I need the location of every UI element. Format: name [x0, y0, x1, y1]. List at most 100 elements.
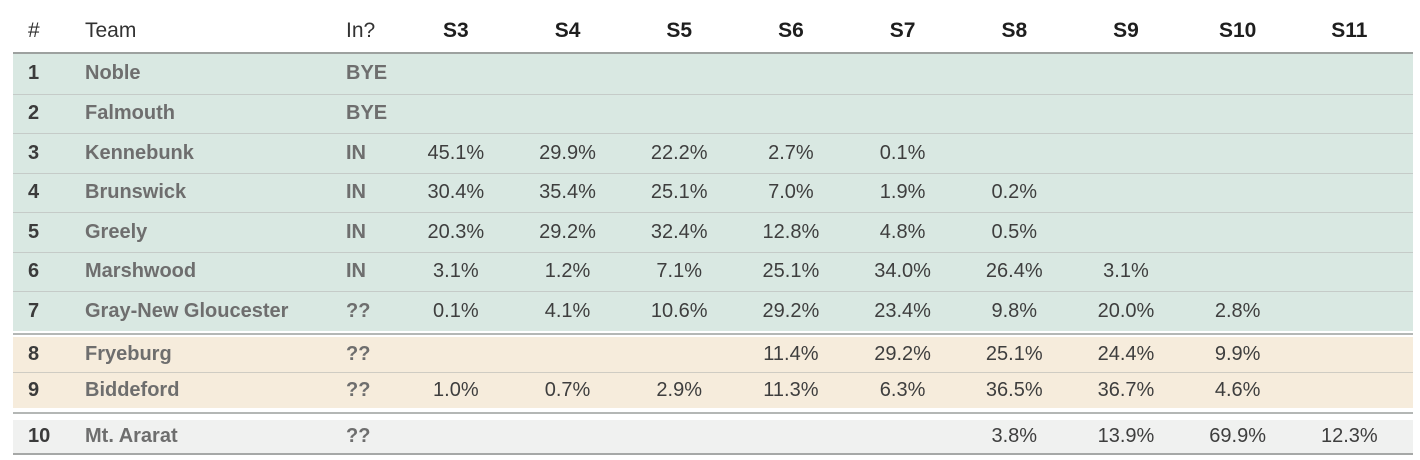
rank-cell: 8 [28, 342, 40, 365]
rank-cell: 2 [28, 102, 40, 125]
team-row-fryeburg[interactable]: 8 Fryeburg?? 11.4% 29.2% 25.1% 24.4% 9.9% [13, 336, 1413, 372]
column-header-s5: S5 [666, 19, 693, 42]
seed-pct-cell-s7: 23.4% [874, 299, 931, 322]
column-header-s8: S8 [1001, 19, 1028, 42]
column-header-: # [28, 19, 40, 42]
rank-cell: 4 [28, 181, 40, 204]
team-name-cell: Greely [85, 220, 148, 243]
column-header-in: In? [346, 19, 376, 42]
seed-pct-cell-s5: 25.1% [650, 181, 708, 204]
status-cell: ?? [346, 378, 371, 401]
seed-pct-cell-s10: 69.9% [1209, 424, 1267, 447]
team-row-marshwood[interactable]: 6 Marshwood IN 3.1% 1.2% 7.1% 25.1% 34.0% 26.4% 3… [13, 251, 1413, 291]
seed-pct-cell-s6: 11.3% [763, 378, 819, 401]
status-cell: IN [346, 220, 366, 243]
team-name-cell: Mt. Ararat [85, 424, 178, 447]
rank-cell: 3 [28, 141, 40, 164]
seed-pct-cell-s10: 9.9% [1214, 342, 1261, 365]
seed-pct-cell-s6: 2.7% [768, 141, 814, 164]
seed-pct-cell-s9: 13.9% [1097, 424, 1155, 447]
table-body: 1 Noble BYE 2 Falmouth BYE 3 Kennebunk IN 45.1% 29… [0, 54, 1420, 455]
seed-pct-cell-s11: 12.3% [1320, 424, 1378, 447]
column-header-s9: S9 [1113, 19, 1139, 42]
seed-pct-cell-s4: 35.4% [539, 181, 596, 204]
seed-pct-cell-s9: 20.0% [1097, 299, 1155, 322]
seed-pct-cell-s7: 4.8% [879, 220, 926, 243]
status-cell: ?? [346, 424, 371, 447]
seed-pct-cell-s6: 29.2% [762, 299, 820, 322]
seed-pct-cell-s3: 45.1% [427, 141, 485, 164]
seed-pct-cell-s8: 0.2% [991, 181, 1038, 204]
seed-pct-cell-s9: 36.7% [1097, 378, 1155, 401]
column-header-s4: S4 [554, 19, 581, 42]
team-row-biddeford[interactable]: 9 Biddeford?? 1.0% 0.7% 2.9% 11.3% 6.3% 36.5% 36… [13, 372, 1413, 408]
rank-cell: 7 [28, 299, 40, 322]
seed-pct-cell-s8: 36.5% [985, 378, 1043, 401]
seed-pct-cell-s6: 11.4% [763, 342, 819, 365]
status-cell: ?? [346, 342, 371, 365]
seed-pct-cell-s9: 3.1% [1103, 260, 1149, 283]
seed-pct-cell-s4: 29.2% [539, 220, 596, 243]
team-row-mt-ararat[interactable]: 10 Mt. Ararat?? 3.8% 13.9% 69.9% 12.3% [13, 419, 1413, 453]
team-name-cell: Falmouth [85, 102, 175, 125]
seed-pct-cell-s10: 4.6% [1214, 378, 1261, 401]
header-row: # Team In? S3 S4 S5 S6 S7 S8 S9 S10 S11 [13, 0, 1413, 54]
seed-pct-cell-s5: 22.2% [650, 141, 708, 164]
seed-pct-cell-s3: 30.4% [427, 181, 485, 204]
team-name-cell: Fryeburg [85, 342, 172, 365]
seed-pct-cell-s5: 10.6% [650, 299, 708, 322]
rank-cell: 5 [28, 220, 40, 243]
seed-pct-cell-s10: 2.8% [1214, 299, 1261, 322]
seed-pct-cell-s6: 12.8% [762, 220, 820, 243]
column-header-s11: S11 [1331, 19, 1368, 42]
status-cell: IN [346, 141, 366, 164]
seed-pct-cell-s3: 20.3% [427, 220, 485, 243]
team-name-cell: Marshwood [85, 260, 197, 283]
team-row-falmouth[interactable]: 2 Falmouth BYE [13, 93, 1413, 133]
seed-pct-cell-s8: 3.8% [991, 424, 1038, 447]
team-row-gray-new-gloucester[interactable]: 7 Gray-New Gloucester?? 0.1% 4.1% 10.6% 29.2%… [13, 291, 1413, 331]
seed-pct-cell-s9: 24.4% [1097, 342, 1155, 365]
seed-pct-cell-s8: 25.1% [985, 342, 1043, 365]
status-cell: BYE [346, 102, 388, 125]
seed-pct-cell-s7: 1.9% [879, 181, 926, 204]
team-row-kennebunk[interactable]: 3 Kennebunk IN 45.1% 29.9% 22.2% 2.7% 0.1% [13, 133, 1413, 173]
seed-pct-cell-s8: 26.4% [985, 260, 1043, 283]
seed-pct-cell-s8: 0.5% [991, 220, 1038, 243]
seed-pct-cell-s6: 25.1% [762, 260, 820, 283]
table-bottom-border [13, 452, 1413, 455]
seed-pct-cell-s5: 32.4% [650, 220, 708, 243]
rank-cell: 1 [28, 62, 40, 85]
seed-pct-cell-s4: 29.9% [539, 141, 596, 164]
section-divider [13, 407, 1413, 420]
seed-pct-cell-s3: 3.1% [433, 260, 479, 283]
seed-pct-cell-s7: 0.1% [879, 141, 926, 164]
seed-pct-cell-s3: 0.1% [433, 299, 479, 322]
status-cell: IN [346, 181, 366, 204]
seed-pct-cell-s8: 9.8% [991, 299, 1038, 322]
team-name-cell: Kennebunk [85, 141, 194, 164]
seed-pct-cell-s7: 6.3% [879, 378, 926, 401]
team-name-cell: Gray-New Gloucester [85, 299, 289, 322]
status-cell: BYE [346, 62, 388, 85]
column-header-team: Team [85, 19, 137, 42]
seed-pct-cell-s7: 34.0% [874, 260, 931, 283]
rank-cell: 6 [28, 260, 40, 283]
seed-pct-cell-s4: 1.2% [544, 260, 591, 283]
team-name-cell: Biddeford [85, 378, 180, 401]
seed-pct-cell-s3: 1.0% [433, 378, 479, 401]
seed-pct-cell-s4: 4.1% [544, 299, 591, 322]
seed-pct-cell-s7: 29.2% [874, 342, 931, 365]
status-cell: ?? [346, 299, 371, 322]
team-row-brunswick[interactable]: 4 Brunswick IN 30.4% 35.4% 25.1% 7.0% 1.9% 0.2% [13, 172, 1413, 212]
section-divider [13, 330, 1413, 337]
team-row-greely[interactable]: 5 Greely IN 20.3% 29.2% 32.4% 12.8% 4.8% 0.5% [13, 212, 1413, 252]
column-header-s7: S7 [889, 19, 916, 42]
column-header-s6: S6 [778, 19, 804, 42]
column-header-s10: S10 [1218, 19, 1257, 42]
seed-pct-cell-s5: 7.1% [656, 260, 703, 283]
rank-cell: 9 [28, 378, 40, 401]
rank-cell: 10 [28, 424, 51, 447]
team-row-noble[interactable]: 1 Noble BYE [13, 54, 1413, 94]
